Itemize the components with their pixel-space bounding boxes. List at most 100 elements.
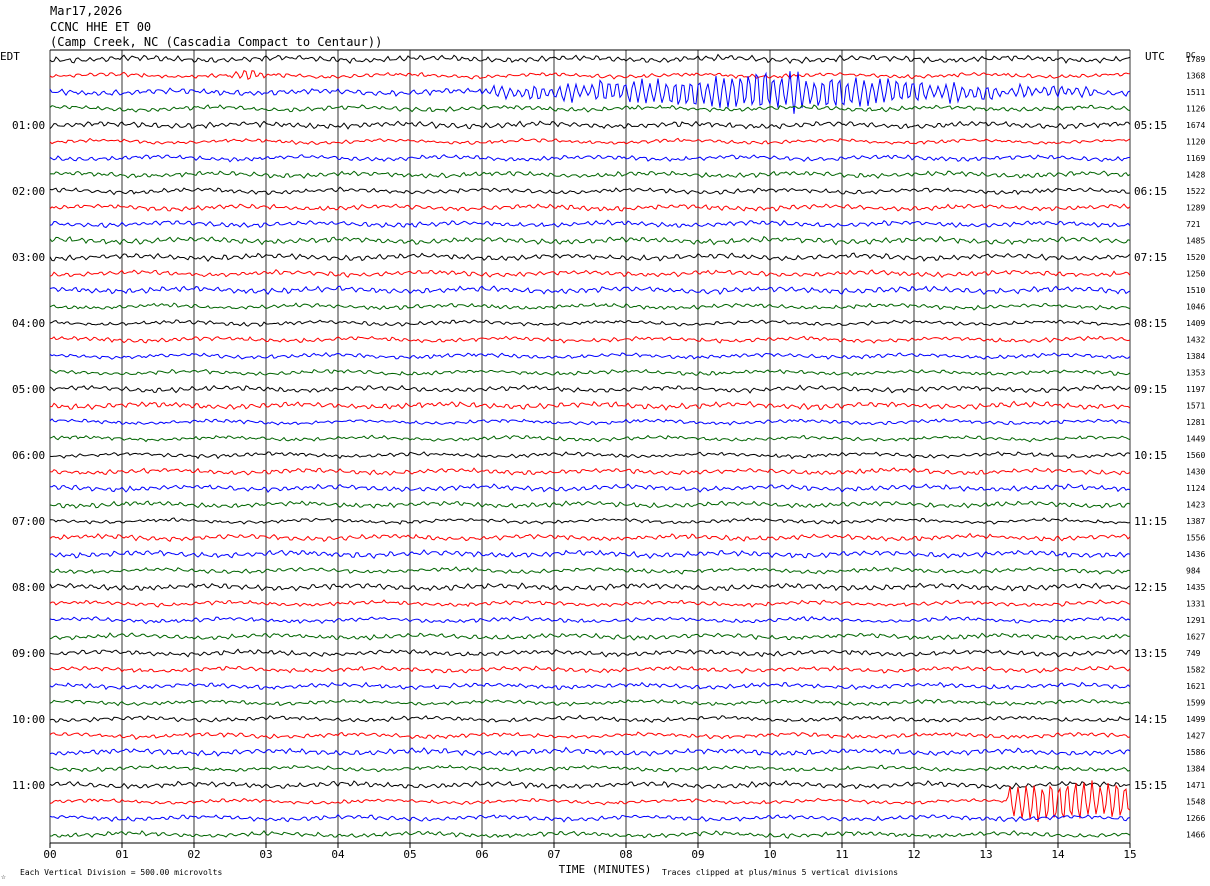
dc-value: 1510 [1186, 286, 1205, 295]
chart-date: Mar17,2026 [50, 4, 123, 18]
corner-mark: ☆ [1, 872, 6, 881]
x-tick-label: 02 [187, 848, 200, 861]
seismic-trace [49, 813, 1131, 823]
seismic-trace [49, 203, 1131, 212]
seismic-trace [49, 319, 1131, 327]
seismic-trace [49, 615, 1131, 625]
x-tick-label: 00 [43, 848, 56, 861]
dc-value: 1409 [1186, 319, 1205, 328]
dc-value: 1428 [1186, 171, 1205, 180]
dc-value: 1471 [1186, 781, 1205, 790]
utc-hour-label: 12:15 [1134, 581, 1167, 594]
seismic-trace [49, 632, 1131, 641]
edt-hour-label: 05:00 [12, 383, 45, 396]
seismic-trace [49, 368, 1131, 376]
seismic-trace [49, 252, 1131, 263]
seismic-trace [49, 582, 1131, 592]
dc-value: 749 [1186, 649, 1201, 658]
dc-value: 1599 [1186, 699, 1205, 708]
footer-left-note: Each Vertical Division = 500.00 microvol… [20, 868, 222, 877]
dc-value: 1289 [1186, 204, 1205, 213]
seismic-trace [49, 665, 1131, 674]
chart-location: (Camp Creek, NC (Cascadia Compact to Cen… [50, 35, 383, 49]
x-tick-label: 12 [907, 848, 920, 861]
dc-value: 1046 [1186, 303, 1205, 312]
dc-value: 1169 [1186, 154, 1205, 163]
seismic-trace [49, 70, 1131, 80]
seismic-trace [49, 830, 1131, 839]
x-tick-label: 09 [691, 848, 704, 861]
x-tick-label: 13 [979, 848, 992, 861]
dc-value: 1435 [1186, 583, 1205, 592]
dc-value: 1384 [1186, 765, 1205, 774]
plot-grid [49, 49, 1131, 848]
axis-labels: 00 01 02 03 04 05 06 07 08 09 10 11 12 13 14 15 EDT UTC DC… [0, 50, 1205, 881]
dc-value: 1353 [1186, 369, 1205, 378]
seismic-trace [49, 451, 1131, 460]
seismic-trace [49, 517, 1131, 525]
x-tick-label: 14 [1051, 848, 1065, 861]
edt-hour-label: 01:00 [12, 119, 45, 132]
seismic-trace [49, 285, 1131, 296]
edt-hour-label: 08:00 [12, 581, 45, 594]
seismic-trace [49, 746, 1131, 757]
edt-hour-label: 06:00 [12, 449, 45, 462]
dc-value: 1291 [1186, 616, 1205, 625]
seismic-trace [50, 483, 1131, 493]
dc-value: 721 [1186, 220, 1201, 229]
edt-hour-label: 07:00 [12, 515, 45, 528]
dc-value: 1430 [1186, 468, 1205, 477]
seismic-trace [49, 698, 1131, 707]
dc-value: 1281 [1186, 418, 1205, 427]
dc-value: 1789 [1186, 55, 1205, 64]
seismic-trace [49, 566, 1131, 575]
seismic-trace [49, 384, 1131, 394]
dc-label: DC [1186, 51, 1196, 60]
dc-value: 1511 [1186, 88, 1205, 97]
edt-hour-label: 02:00 [12, 185, 45, 198]
seismic-trace [49, 532, 1131, 542]
utc-hour-label: 09:15 [1134, 383, 1167, 396]
seismic-trace [49, 780, 1131, 822]
utc-hour-label: 08:15 [1134, 317, 1167, 330]
utc-hour-label: 11:15 [1134, 515, 1167, 528]
dc-value: 1266 [1186, 814, 1205, 823]
seismic-trace [49, 764, 1131, 773]
dc-value: 1499 [1186, 715, 1205, 724]
dc-value: 1548 [1186, 798, 1205, 807]
x-tick-label: 10 [763, 848, 776, 861]
dc-value: 1197 [1186, 385, 1205, 394]
dc-value: 1331 [1186, 600, 1205, 609]
dc-value: 1627 [1186, 633, 1205, 642]
seismic-trace [49, 779, 1131, 790]
dc-value: 1582 [1186, 666, 1205, 675]
seismic-trace [49, 154, 1131, 163]
x-axis-title: TIME (MINUTES) [559, 863, 652, 876]
x-tick-label: 03 [259, 848, 272, 861]
x-tick-label: 06 [475, 848, 488, 861]
utc-hour-label: 15:15 [1134, 779, 1167, 792]
dc-value: 1250 [1186, 270, 1205, 279]
seismic-trace [49, 335, 1131, 344]
dc-value: 1387 [1186, 517, 1205, 526]
dc-value: 1571 [1186, 402, 1205, 411]
seismic-trace [49, 302, 1131, 311]
seismic-trace [49, 648, 1131, 658]
dc-value: 1485 [1186, 237, 1205, 246]
dc-value: 1124 [1186, 484, 1205, 493]
dc-value: 1522 [1186, 187, 1205, 196]
utc-hour-label: 05:15 [1134, 119, 1167, 132]
dc-value: 1621 [1186, 682, 1205, 691]
utc-hour-label: 07:15 [1134, 251, 1167, 264]
dc-value: 1384 [1186, 352, 1205, 361]
right-axis-label: UTC [1145, 50, 1165, 63]
seismic-trace [49, 731, 1131, 741]
seismic-trace [49, 351, 1131, 360]
seismic-trace [49, 681, 1131, 691]
edt-hour-label: 09:00 [12, 647, 45, 660]
dc-value: 1586 [1186, 748, 1205, 757]
seismic-trace [49, 53, 1131, 64]
seismic-trace [49, 549, 1131, 559]
edt-hour-label: 10:00 [12, 713, 45, 726]
